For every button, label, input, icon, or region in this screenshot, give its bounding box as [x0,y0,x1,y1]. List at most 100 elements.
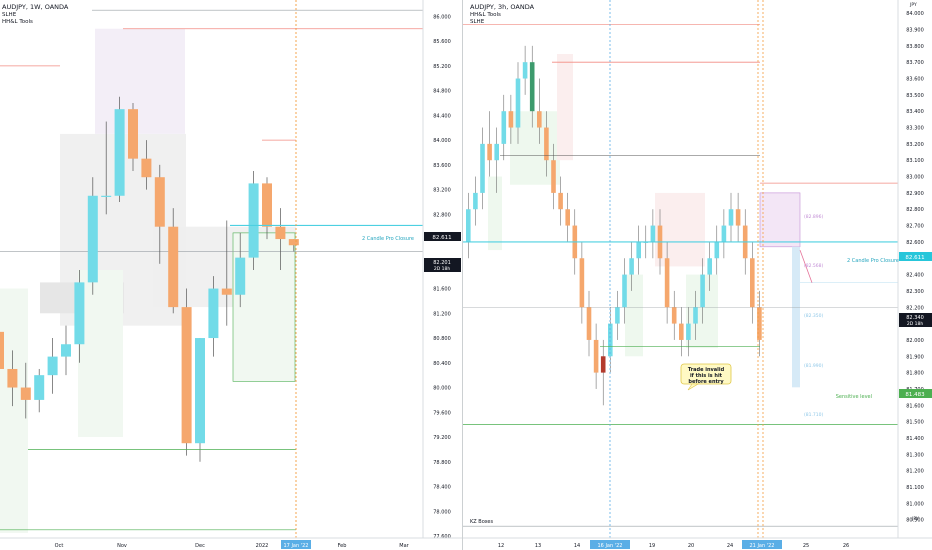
right-candle-body [735,209,741,226]
right-price-tick: 80.900 [906,518,924,524]
right-price-tick: 83.000 [906,175,924,181]
right-candle-body [494,143,499,161]
left-chart-title: AUDJPY, 1W, OANDA [2,3,69,11]
left-candle-body [221,288,232,295]
left-price-tick: 79.200 [433,435,451,441]
left-candle-body [20,387,31,400]
sensitive-price-badge [899,389,932,398]
left-time-axis[interactable] [0,538,462,550]
left-candle-body [61,344,71,357]
left-zone-green-3 [232,232,296,382]
right-candle-body [750,258,755,308]
right-price-tick: 82.800 [906,207,924,213]
left-candle-body [288,239,299,246]
right-price-tick: 82.700 [906,224,924,230]
left-price-tick: 83.200 [433,188,451,194]
left-price-tick: 79.600 [433,410,451,416]
left-date-marker-badge [281,540,311,549]
left-current-price: 82.611 [432,235,451,241]
sensitive-price: 81.483 [905,392,925,398]
left-price-tick: 84.000 [433,138,451,144]
left-price-tick: 80.800 [433,336,451,342]
right-date-marker-1-badge [590,540,630,549]
right-candle-body [714,241,720,259]
right-price-tick: 81.200 [906,469,924,475]
right-price-tick: 83.400 [906,109,924,115]
right-price-axis[interactable] [898,0,932,538]
callout-line-1: Trade invalid [688,367,725,373]
left-time-tick: Feb [338,543,347,549]
left-candle-body [181,307,192,444]
right-candle-body [664,258,670,308]
right-zone-red-a [557,54,573,161]
left-price-tick: 77.600 [433,534,451,540]
target-3: (82.350) [804,313,824,319]
right-price-tick: 81.800 [906,371,924,377]
left-candle-body [195,338,205,444]
left-price-tick: 84.800 [433,89,451,95]
right-chart-title: AUDJPY, 3h, OANDA [470,3,535,11]
left-prev-price: 82.201 [433,260,451,266]
right-price-tick: 84.000 [906,11,924,17]
right-time-tick: 24 [727,543,733,549]
left-candle-body [262,183,272,227]
right-currency-bottom: JPY [911,516,919,522]
right-price-tick: 83.100 [906,158,924,164]
left-candle-body [34,375,45,400]
right-price-tick: 82.200 [906,305,924,311]
left-candle-body [101,195,112,197]
right-price-tick: 81.400 [906,436,924,442]
left-prev-price-badge [424,258,461,272]
right-candle-body [466,209,471,242]
left-candle-body [141,158,152,178]
left-current-price-badge [424,232,461,241]
right-time-tick: 26 [843,543,849,549]
right-indicator-slhe: SLHE [470,19,485,25]
right-price-tick: 81.000 [906,501,924,507]
right-candle-body [508,111,514,128]
right-current-price: 82.611 [905,255,924,261]
left-candle-body [154,177,165,227]
left-zone-purple [95,28,185,134]
right-price-2: 82.340 [906,315,924,321]
right-zone-green-a [488,176,502,251]
right-price-tick: 83.700 [906,60,924,66]
left-candle-body [87,195,98,283]
left-candle-body [168,226,179,308]
kz-boxes-label: KZ Boxes [470,519,494,525]
right-candle-body [629,258,634,275]
left-price-tick: 84.400 [433,113,451,119]
right-price-tick: 82.300 [906,289,924,295]
right-candle-body [650,225,656,242]
left-zone-green-1 [0,288,28,533]
left-prev-price-sub: 2D 18h [434,266,450,272]
right-time-axis[interactable] [463,538,898,550]
left-time-tick: Oct [55,543,64,549]
right-zone-green-c [625,274,643,357]
left-price-tick: 78.800 [433,460,451,466]
right-date-marker-1: 16 Jan '22 [598,543,623,549]
right-time-tick: 25 [803,543,809,549]
left-price-tick: 80.400 [433,361,451,367]
right-price-tick: 81.300 [906,452,924,458]
right-chart-panel[interactable]: 84.000 83.900 83.800 83.700 83.600 83.500 83.4… [463,0,932,550]
left-date-marker: 17 Jan '22 [284,543,309,549]
right-closure-label: 2 Candle Pro Closure [847,258,899,264]
left-price-tick: 78.000 [433,509,451,515]
right-price-tick: 81.500 [906,420,924,426]
left-chart-panel[interactable]: 86.000 85.600 85.200 84.800 84.400 84.000 83.6… [0,0,462,550]
left-closure-label: 2 Candle Pro Closure [362,236,414,242]
left-price-tick: 78.400 [433,485,451,491]
left-candle-body [208,288,219,339]
right-indicator-hhl: HH&L Tools [470,12,501,18]
target-4: (81.990) [804,363,824,369]
callout-line-3: before entry [688,379,724,385]
target-2: (82.568) [804,263,824,269]
right-candle-body [579,258,585,308]
right-candle-body [537,111,542,128]
right-currency-top: JPY [909,2,917,8]
left-price-tick: 86.000 [433,14,451,20]
trade-invalid-callout[interactable]: Trade invalid if this is hit before entr… [680,363,732,391]
right-candle-body [565,209,570,226]
